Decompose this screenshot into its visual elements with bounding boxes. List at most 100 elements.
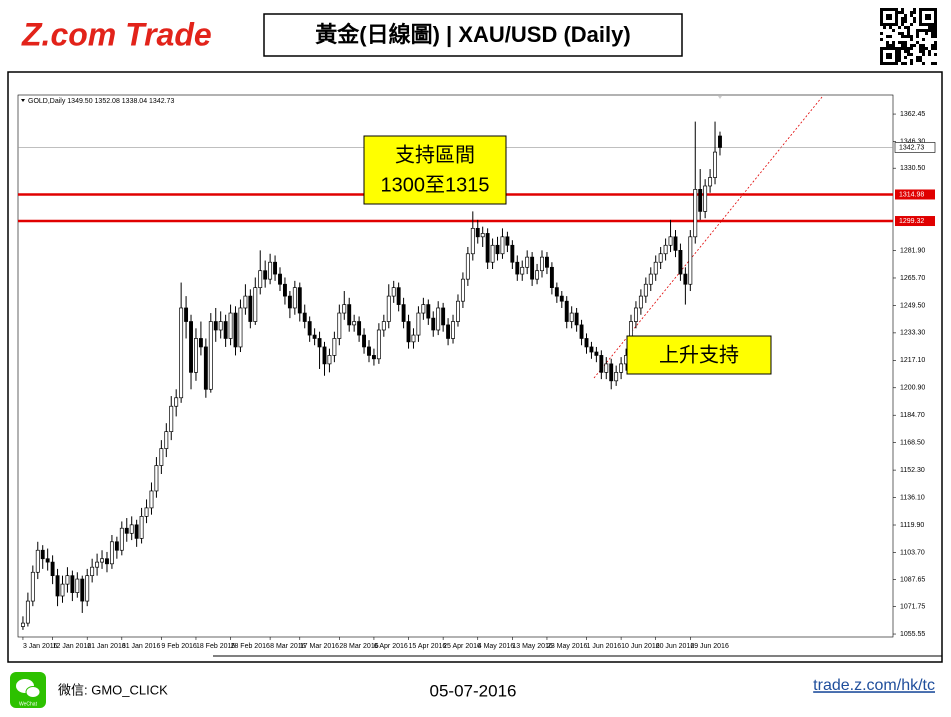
qr-cell: [925, 32, 928, 35]
qr-cell: [916, 32, 919, 35]
qr-cell: [886, 23, 889, 26]
candle-body: [609, 363, 614, 382]
qr-cell: [889, 62, 892, 65]
qr-cell: [913, 8, 916, 11]
qr-cell: [880, 17, 883, 20]
candle-body: [663, 244, 668, 255]
wechat-bubble: [25, 686, 41, 698]
candle-body: [273, 261, 278, 275]
qr-cell: [901, 17, 904, 20]
qr-cell: [916, 56, 919, 59]
plot-area: [17, 94, 894, 638]
qr-cell: [895, 20, 898, 23]
qr-cell: [934, 11, 937, 14]
icon-label: WeChat: [19, 701, 38, 707]
qr-cell: [904, 17, 907, 20]
candle-body: [589, 346, 594, 353]
qr-cell: [898, 41, 901, 44]
qr-cell: [931, 23, 934, 26]
qr-cell: [907, 32, 910, 35]
candle-body: [535, 270, 540, 280]
qr-cell: [904, 14, 907, 17]
qr-cell: [904, 20, 907, 23]
candle-body: [164, 431, 169, 449]
candle-body: [564, 300, 569, 322]
qr-cell: [910, 23, 913, 26]
candle-body: [604, 363, 609, 373]
qr-cell: [916, 41, 919, 44]
qr-cell: [919, 59, 922, 62]
date: 05-07-2016: [430, 681, 517, 700]
y-tick-label: 1103.70: [900, 549, 925, 556]
qr-cell: [898, 32, 901, 35]
qr-cell: [925, 8, 928, 11]
candle-body: [411, 334, 416, 343]
x-tick-label: 28 Feb 2016: [231, 643, 270, 650]
qr-cell: [880, 11, 883, 14]
qr-cell: [904, 44, 907, 47]
qr-cell: [889, 56, 892, 59]
qr-cell: [892, 47, 895, 50]
candle-body: [287, 295, 292, 309]
x-tick-label: 20 Jun 2016: [656, 643, 695, 650]
qr-cell: [934, 26, 937, 29]
qr-cell: [922, 8, 925, 11]
candle-body: [203, 346, 208, 390]
qr-cell: [931, 29, 934, 32]
y-tick-label: 1281.90: [900, 247, 925, 254]
candle-body: [495, 244, 500, 255]
candle-body: [396, 287, 401, 305]
annotation-text: 1300至1315: [381, 174, 490, 196]
candle-body: [307, 321, 312, 336]
qr-cell: [892, 41, 895, 44]
qr-cell: [934, 47, 937, 50]
qr-cell: [880, 8, 883, 11]
x-tick-label: 9 Feb 2016: [161, 643, 197, 650]
qr-cell: [889, 35, 892, 38]
qr-cell: [925, 47, 928, 50]
qr-cell: [898, 56, 901, 59]
qr-cell: [910, 47, 913, 50]
candle-body: [75, 578, 80, 593]
qr-cell: [925, 23, 928, 26]
candle-body: [376, 329, 381, 360]
candle-body: [456, 300, 460, 322]
qr-cell: [928, 8, 931, 11]
candle-body: [85, 575, 90, 602]
qr-cell: [922, 47, 925, 50]
qr-cell: [901, 44, 904, 47]
qr-cell: [931, 32, 934, 35]
qr-cell: [886, 47, 889, 50]
candle-body: [688, 236, 693, 285]
qr-cell: [892, 44, 895, 47]
site-link[interactable]: trade.z.com/hk/tc: [813, 677, 935, 694]
candle-body: [129, 524, 134, 534]
candle-body: [109, 541, 114, 565]
qr-cell: [925, 14, 928, 17]
qr-cell: [922, 38, 925, 41]
y-tick-label: 1217.10: [900, 357, 925, 364]
qr-cell: [913, 11, 916, 14]
qr-cell: [901, 20, 904, 23]
qr-cell: [925, 29, 928, 32]
candle-body: [673, 236, 678, 251]
qr-cell: [919, 56, 922, 59]
qr-cell: [931, 62, 934, 65]
y-tick-label: 1249.50: [900, 302, 925, 309]
x-tick-label: 28 Mar 2016: [339, 643, 378, 650]
candle-body: [322, 346, 327, 365]
candle-body: [416, 312, 421, 336]
qr-cell: [931, 35, 934, 38]
x-tick-label: 10 Jun 2016: [621, 643, 660, 650]
candle-body: [406, 321, 411, 343]
y-tick-label: 1200.90: [900, 385, 925, 392]
candle-body: [357, 321, 362, 336]
qr-cell: [904, 35, 907, 38]
y-tick-label: 1346.30: [900, 138, 925, 145]
qr-cell: [898, 59, 901, 62]
qr-cell: [904, 56, 907, 59]
candle-body: [614, 372, 619, 382]
x-tick-label: 17 Mar 2016: [300, 643, 339, 650]
candle-body: [70, 575, 75, 593]
